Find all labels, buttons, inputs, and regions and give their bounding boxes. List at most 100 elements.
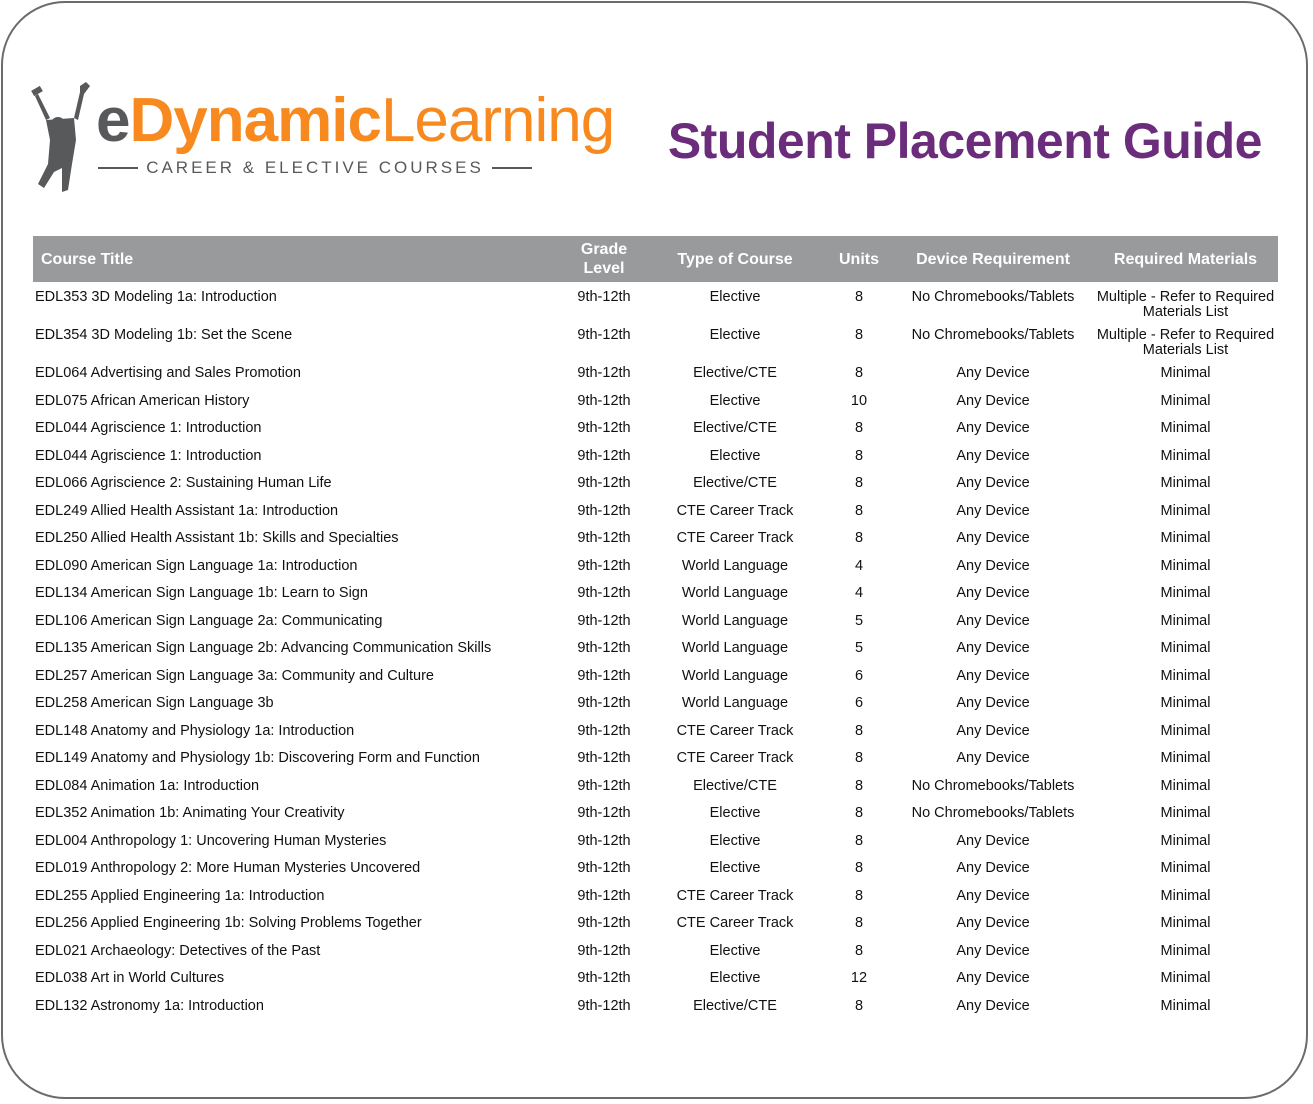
device-requirement-cell: Any Device bbox=[956, 557, 1030, 574]
device-requirement-cell: Any Device bbox=[956, 392, 1030, 409]
course-type-cell: World Language bbox=[681, 667, 789, 684]
units-cell: 10 bbox=[850, 392, 868, 409]
grade-level-cell: 9th-12th bbox=[577, 860, 631, 876]
grade-level-cell: 9th-12th bbox=[577, 475, 631, 491]
required-materials-cell: Minimal bbox=[1160, 805, 1211, 821]
grade-level-cell: 9th-12th bbox=[577, 805, 631, 821]
course-type-cell: Elective/CTE bbox=[693, 777, 777, 794]
course-title-cell: EDL352 Animation 1b: Animating Your Crea… bbox=[35, 805, 345, 821]
table-row: EDL256 Applied Engineering 1b: Solving P… bbox=[33, 908, 1278, 936]
required-materials-cell: Multiple - Refer to Required Materials L… bbox=[1096, 289, 1275, 320]
course-type-cell: Elective/CTE bbox=[693, 420, 777, 436]
table-row: EDL038 Art in World Cultures 9th-12th Elec… bbox=[33, 963, 1278, 991]
course-title-cell: EDL257 American Sign Language 3a: Commun… bbox=[35, 667, 434, 684]
device-requirement-cell: Any Device bbox=[956, 722, 1030, 739]
device-requirement-cell: Any Device bbox=[956, 475, 1030, 491]
grade-level-cell: 9th-12th bbox=[577, 502, 631, 519]
course-type-cell: CTE Career Track bbox=[676, 530, 794, 546]
grade-level-cell: 9th-12th bbox=[577, 585, 631, 601]
course-title-cell: EDL132 Astronomy 1a: Introduction bbox=[35, 997, 264, 1014]
grade-level-cell: 9th-12th bbox=[577, 915, 631, 931]
required-materials-cell: Minimal bbox=[1160, 915, 1211, 931]
device-requirement-cell: Any Device bbox=[956, 365, 1030, 381]
course-title-cell: EDL255 Applied Engineering 1a: Introduct… bbox=[35, 887, 325, 904]
units-cell: 8 bbox=[854, 832, 864, 849]
units-cell: 8 bbox=[854, 447, 864, 464]
required-materials-cell: Minimal bbox=[1160, 860, 1211, 876]
units-cell: 8 bbox=[854, 502, 864, 519]
grade-level-cell: 9th-12th bbox=[577, 832, 631, 849]
grade-level-cell: 9th-12th bbox=[577, 777, 631, 794]
grade-level-cell: 9th-12th bbox=[577, 557, 631, 574]
units-cell: 6 bbox=[854, 695, 864, 711]
device-requirement-cell: Any Device bbox=[956, 832, 1030, 849]
units-cell: 8 bbox=[854, 475, 864, 491]
grade-level-cell: 9th-12th bbox=[577, 695, 631, 711]
grade-level-cell: 9th-12th bbox=[577, 365, 631, 381]
device-requirement-cell: Any Device bbox=[956, 970, 1030, 986]
table-row: EDL044 Agriscience 1: Introduction 9th-12… bbox=[33, 413, 1278, 441]
course-title-cell: EDL135 American Sign Language 2b: Advanc… bbox=[35, 640, 492, 656]
course-type-cell: CTE Career Track bbox=[676, 722, 794, 739]
required-materials-cell: Minimal bbox=[1160, 695, 1211, 711]
course-table: Course Title Grade Level Type of Course … bbox=[33, 236, 1278, 1018]
units-cell: 4 bbox=[854, 557, 864, 574]
units-cell: 8 bbox=[854, 327, 864, 343]
course-type-cell: World Language bbox=[681, 640, 789, 656]
course-title-cell: EDL004 Anthropology 1: Uncovering Human … bbox=[35, 832, 387, 849]
units-cell: 8 bbox=[854, 942, 864, 959]
units-cell: 8 bbox=[854, 530, 864, 546]
units-cell: 8 bbox=[854, 750, 864, 766]
table-row: EDL134 American Sign Language 1b: Learn … bbox=[33, 578, 1278, 606]
device-requirement-cell: Any Device bbox=[956, 530, 1030, 546]
course-type-cell: Elective bbox=[709, 805, 761, 821]
units-cell: 8 bbox=[854, 777, 864, 794]
grade-level-cell: 9th-12th bbox=[577, 970, 631, 986]
required-materials-cell: Minimal bbox=[1160, 942, 1211, 959]
course-title-cell: EDL134 American Sign Language 1b: Learn … bbox=[35, 585, 368, 601]
units-cell: 4 bbox=[854, 585, 864, 601]
table-row: EDL021 Archaeology: Detectives of the Pa… bbox=[33, 936, 1278, 964]
table-row: EDL149 Anatomy and Physiology 1b: Discov… bbox=[33, 743, 1278, 771]
course-title-cell: EDL044 Agriscience 1: Introduction bbox=[35, 447, 262, 464]
device-requirement-cell: Any Device bbox=[956, 667, 1030, 684]
course-title-cell: EDL090 American Sign Language 1a: Introd… bbox=[35, 557, 358, 574]
course-type-cell: World Language bbox=[681, 585, 789, 601]
required-materials-cell: Minimal bbox=[1160, 667, 1211, 684]
course-title-cell: EDL354 3D Modeling 1b: Set the Scene bbox=[35, 327, 293, 343]
grade-level-cell: 9th-12th bbox=[577, 887, 631, 904]
required-materials-cell: Minimal bbox=[1160, 502, 1211, 519]
header-units: Units bbox=[825, 236, 893, 282]
units-cell: 8 bbox=[854, 860, 864, 876]
course-type-cell: CTE Career Track bbox=[676, 502, 794, 519]
units-cell: 8 bbox=[854, 887, 864, 904]
required-materials-cell: Minimal bbox=[1160, 722, 1211, 739]
device-requirement-cell: No Chromebooks/Tablets bbox=[911, 327, 1075, 343]
page-title: Student Placement Guide bbox=[667, 113, 1263, 169]
table-row: EDL257 American Sign Language 3a: Commun… bbox=[33, 661, 1278, 689]
required-materials-cell: Minimal bbox=[1160, 640, 1211, 656]
table-row: EDL044 Agriscience 1: Introduction 9th-12… bbox=[33, 441, 1278, 469]
course-type-cell: World Language bbox=[681, 557, 789, 574]
grade-level-cell: 9th-12th bbox=[577, 942, 631, 959]
grade-level-cell: 9th-12th bbox=[577, 289, 631, 305]
table-row: EDL075 African American History 9th-12th E… bbox=[33, 386, 1278, 414]
table-header-row: Course Title Grade Level Type of Course … bbox=[33, 236, 1278, 282]
grade-level-cell: 9th-12th bbox=[577, 667, 631, 684]
edynamic-learning-logo: eDynamicLearning CAREER & ELECTIVE COURS… bbox=[28, 80, 615, 200]
course-title-cell: EDL106 American Sign Language 2a: Commun… bbox=[35, 612, 383, 629]
device-requirement-cell: Any Device bbox=[956, 585, 1030, 601]
grade-level-cell: 9th-12th bbox=[577, 750, 631, 766]
grade-level-cell: 9th-12th bbox=[577, 447, 631, 464]
required-materials-cell: Minimal bbox=[1160, 420, 1211, 436]
required-materials-cell: Multiple - Refer to Required Materials L… bbox=[1096, 327, 1275, 358]
course-title-cell: EDL250 Allied Health Assistant 1b: Skill… bbox=[35, 530, 399, 546]
units-cell: 8 bbox=[854, 420, 864, 436]
course-type-cell: Elective bbox=[709, 392, 761, 409]
course-type-cell: Elective/CTE bbox=[693, 997, 777, 1014]
device-requirement-cell: Any Device bbox=[956, 612, 1030, 629]
units-cell: 8 bbox=[854, 997, 864, 1014]
header-course-title: Course Title bbox=[33, 236, 563, 282]
grade-level-cell: 9th-12th bbox=[577, 327, 631, 343]
course-title-cell: EDL148 Anatomy and Physiology 1a: Introd… bbox=[35, 722, 355, 739]
